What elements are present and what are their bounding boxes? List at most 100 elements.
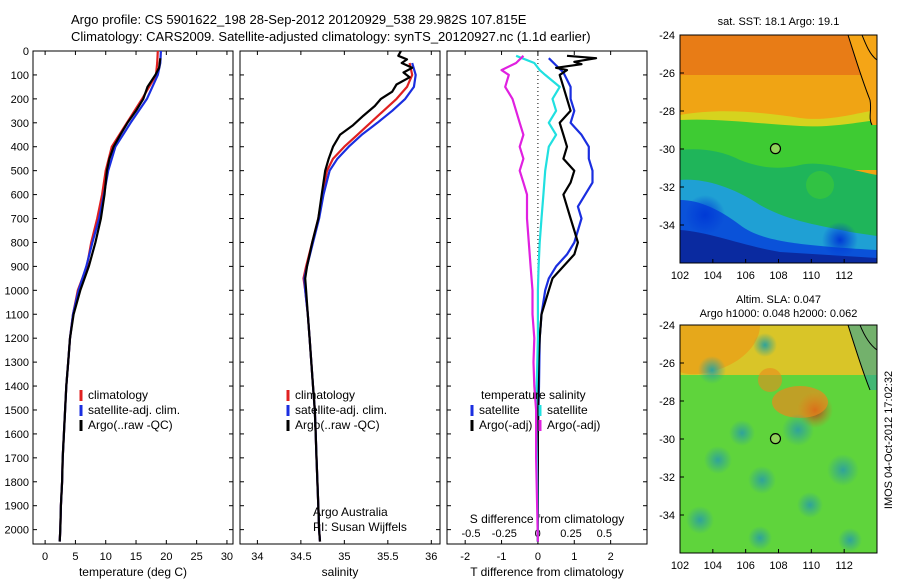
- salinity-xtick-label: 34: [251, 551, 263, 563]
- series-line-argo-raw-qc-: [304, 50, 414, 542]
- legend-entry: satellite-adj. clim.: [88, 403, 180, 417]
- sla-map-xtick-label: 102: [671, 560, 689, 572]
- salinity-diff-tick-label: -0.5: [462, 528, 481, 540]
- salinity-xlabel: salinity: [322, 565, 359, 579]
- legend-entry: climatology: [295, 388, 355, 402]
- sla-map-ytick-label: -32: [659, 472, 675, 484]
- sla-colorfield: [680, 325, 877, 553]
- temperature-xtick-label: 0: [42, 551, 48, 563]
- sst-map-ytick-label: -26: [659, 68, 675, 80]
- sst-map-ytick-label: -32: [659, 182, 675, 194]
- sla-map-ytick-label: -26: [659, 358, 675, 370]
- temperature-xlabel: temperature (deg C): [79, 565, 187, 579]
- depth-tick-label: 900: [11, 261, 29, 273]
- legend-entry: satellite: [479, 403, 520, 417]
- sla-map-xtick-label: 108: [769, 560, 787, 572]
- series-line-salinity-satellite: [515, 54, 561, 542]
- temperature-xtick-label: 10: [100, 551, 112, 563]
- difference-xtick-label: 2: [608, 551, 614, 563]
- salinity-diff-label: S difference from climatology: [470, 512, 625, 526]
- depth-tick-label: 500: [11, 166, 29, 178]
- salinity-xtick-label: 36: [425, 551, 437, 563]
- salinity-diff-tick-label: -0.25: [492, 528, 517, 540]
- salinity-xtick-label: 35: [338, 551, 350, 563]
- sla-map-ytick-label: -24: [659, 320, 675, 332]
- sst-map-ytick-label: -28: [659, 106, 675, 118]
- depth-tick-label: 1400: [5, 381, 29, 393]
- sla-map-xtick-label: 106: [736, 560, 754, 572]
- depth-tick-label: 300: [11, 118, 29, 130]
- panel-sla-map: 102 104 106 108 110 112 -24 -26 -28 -30 -32 -34 Alti…: [659, 294, 878, 572]
- series-line-climatology: [302, 62, 414, 542]
- sla-map-ytick-label: -30: [659, 434, 675, 446]
- salinity-xtick-label: 34.5: [290, 551, 311, 563]
- depth-tick-label: 1300: [5, 357, 29, 369]
- sst-map-xtick-label: 112: [835, 270, 853, 282]
- depth-tick-label: 700: [11, 214, 29, 226]
- depth-tick-label: 800: [11, 237, 29, 249]
- sst-map-xtick-label: 110: [803, 270, 821, 282]
- difference-xtick-label: -1: [497, 551, 507, 563]
- depth-tick-label: 1500: [5, 405, 29, 417]
- sst-map-title: sat. SST: 18.1 Argo: 19.1: [718, 16, 840, 28]
- depth-tick-label: 200: [11, 94, 29, 106]
- temperature-xtick-label: 15: [130, 551, 142, 563]
- series-line-salinity-argo-adj-: [500, 55, 539, 542]
- legend-entry: Argo(-adj): [547, 418, 600, 432]
- sla-map-ytick-label: -34: [659, 510, 675, 522]
- salinity-annotation: Argo Australia: [313, 505, 388, 519]
- depth-tick-label: 1700: [5, 453, 29, 465]
- depth-tick-label: 1600: [5, 429, 29, 441]
- sst-map-xtick-label: 106: [736, 270, 754, 282]
- salinity-frame: [239, 50, 441, 545]
- temperature-xtick-label: 25: [191, 551, 203, 563]
- sst-map-ytick-label: -34: [659, 220, 675, 232]
- temperature-xtick-label: 30: [221, 551, 233, 563]
- legend-entry: climatology: [88, 388, 148, 402]
- sst-map-xtick-label: 102: [671, 270, 689, 282]
- difference-frame: [446, 50, 648, 545]
- panel-temperature: 0100200300400500600700800900100011001200…: [5, 46, 234, 579]
- imos-timestamp: IMOS 04-Oct-2012 17:02:32: [883, 371, 895, 509]
- series-line-satellite-adj-clim-: [303, 62, 417, 542]
- legend-entry: satellite: [547, 403, 588, 417]
- panel-difference: -2 -1 0 1 2 T difference from climatology -0.5…: [446, 50, 648, 579]
- panel-sst-map: 102 104 106 108 110 112 -24 -26 -28 -30 -32 -34 sat.…: [659, 16, 878, 282]
- argo-float-marker: [769, 433, 782, 445]
- difference-xtick-label: 1: [571, 551, 577, 563]
- series-line-argo-raw-qc-: [58, 58, 162, 542]
- temperature-xtick-label: 5: [72, 551, 78, 563]
- sst-map-ytick-label: -30: [659, 144, 675, 156]
- legend-entry: Argo(-adj): [479, 418, 532, 432]
- depth-tick-label: 1000: [5, 285, 29, 297]
- depth-tick-label: 100: [11, 70, 29, 82]
- depth-tick-label: 600: [11, 190, 29, 202]
- sla-map-ytick-label: -28: [659, 396, 675, 408]
- depth-tick-label: 1800: [5, 477, 29, 489]
- depth-tick-label: 2000: [5, 525, 29, 537]
- salinity-diff-tick-label: 0.25: [560, 528, 581, 540]
- depth-tick-label: 1100: [5, 309, 29, 321]
- sst-map-ytick-label: -24: [659, 30, 675, 42]
- legend-entry: Argo(..raw -QC): [88, 418, 173, 432]
- legend-entry: Argo(..raw -QC): [295, 418, 380, 432]
- legend-group-title: salinity: [549, 388, 586, 402]
- legend-entry: satellite-adj. clim.: [295, 403, 387, 417]
- figure-title-line2: Climatology: CARS2009. Satellite-adjuste…: [71, 29, 591, 44]
- sla-map-xtick-label: 104: [704, 560, 722, 572]
- sla-map-title: Altim. SLA: 0.047: [736, 294, 821, 306]
- difference-xlabel: T difference from climatology: [470, 565, 624, 579]
- temperature-xtick-label: 20: [160, 551, 172, 563]
- sst-map-xtick-label: 108: [769, 270, 787, 282]
- sla-map-xtick-label: 112: [835, 560, 853, 572]
- depth-tick-label: 1200: [5, 333, 29, 345]
- difference-xtick-label: -2: [460, 551, 470, 563]
- legend-group-title: temperature: [481, 388, 546, 402]
- salinity-xtick-label: 35.5: [377, 551, 398, 563]
- panel-salinity: 34 34.5 35 35.5 36 salinity climatologysatelli…: [239, 50, 441, 579]
- sla-map-subtitle: Argo h1000: 0.048 h2000: 0.062: [700, 308, 858, 320]
- sla-map-xtick-label: 110: [803, 560, 821, 572]
- difference-xtick-label: 0: [535, 551, 541, 563]
- series-line-climatology: [58, 50, 159, 542]
